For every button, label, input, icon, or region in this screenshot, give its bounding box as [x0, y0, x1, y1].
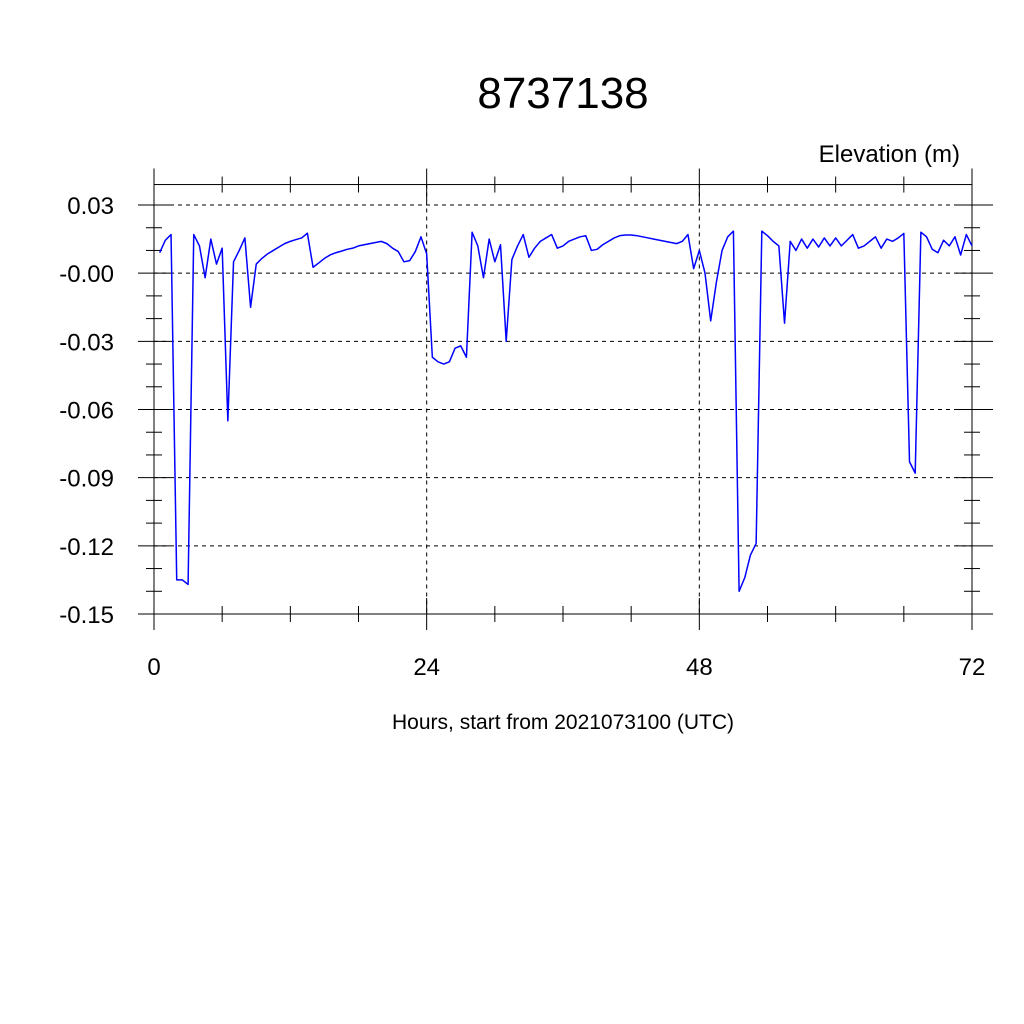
y-tick-label: -0.09: [59, 466, 114, 493]
y-tick-label: 0.03: [67, 193, 114, 220]
chart-title: 8737138: [477, 69, 648, 118]
x-tick-label: 48: [686, 654, 713, 681]
y-tick-label: -0.03: [59, 329, 114, 356]
y-tick-label: -0.15: [59, 602, 114, 629]
plot-frame: [153, 184, 973, 615]
data-line: [158, 230, 973, 593]
x-axis-label: Hours, start from 2021073100 (UTC): [392, 711, 734, 734]
x-tick-label: 24: [413, 654, 440, 681]
y-tick-label: -0.12: [59, 534, 114, 561]
y-axis-label: Elevation (m): [819, 141, 960, 168]
x-tick-label: 72: [959, 654, 986, 681]
x-tick-label: 0: [147, 654, 160, 681]
y-tick-label: -0.06: [59, 398, 114, 425]
y-tick-label: -0.00: [59, 261, 114, 288]
